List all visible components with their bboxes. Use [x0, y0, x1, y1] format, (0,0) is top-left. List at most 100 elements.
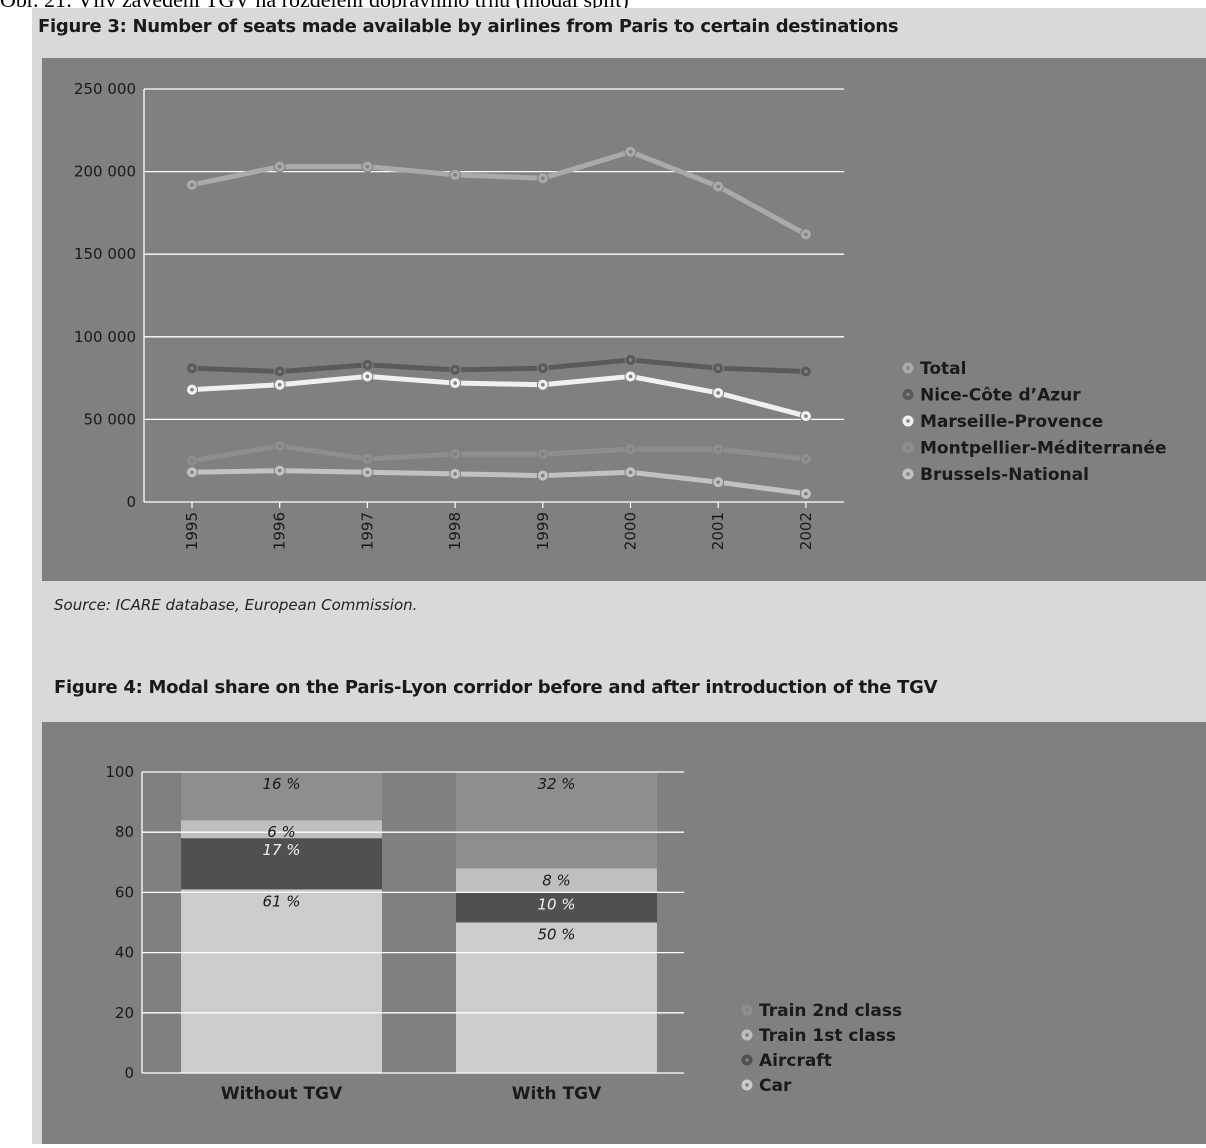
- y-tick-label: 100 000: [74, 328, 136, 346]
- data-point-center: [804, 491, 808, 496]
- legend-label-nice-cote-d-azur: Nice-Côte d’Azur: [920, 386, 1081, 406]
- data-point-center: [277, 382, 282, 387]
- legend-label-total: Total: [920, 359, 966, 379]
- x-tick-label: 1998: [446, 512, 464, 550]
- figure-3-title: Figure 3: Number of seats made available…: [38, 16, 899, 37]
- data-point-center: [190, 458, 194, 463]
- data-point-center: [541, 176, 545, 181]
- y-tick-label: 50 000: [84, 410, 137, 428]
- legend-marker-center: [906, 445, 910, 450]
- data-point-center: [277, 164, 282, 169]
- line-chart: 0 50 000 100 000 150 000 200 000 250 000 1995 1…: [74, 80, 1167, 550]
- legend-marker-center: [745, 1058, 749, 1062]
- legend-marker-center: [745, 1008, 749, 1012]
- legend-marker-center: [906, 392, 910, 397]
- series-line-brussels-national: [191, 468, 807, 497]
- figure-4-panel: 0 20 40 60 80 100 61 % 17 % 6 % 16 % Without TGV 50…: [42, 722, 1206, 1144]
- data-point-center: [365, 164, 370, 169]
- data-point-center: [190, 387, 194, 392]
- data-point-center: [716, 391, 720, 395]
- bar-segment-train-2nd-class: [181, 772, 382, 821]
- figures-sheet: Figure 3: Number of seats made available…: [32, 8, 1206, 1144]
- data-point-center: [453, 472, 457, 476]
- legend-marker-center: [745, 1083, 749, 1087]
- y-tick-label: 0: [126, 493, 136, 511]
- data-point-center: [277, 444, 282, 448]
- series-line-marseille-provence: [191, 373, 807, 419]
- bar-segment-train-2nd-class: [456, 772, 657, 869]
- data-point-center: [453, 368, 457, 372]
- data-point-center: [716, 184, 720, 189]
- bar-segment-train-1st-class: [181, 820, 382, 839]
- figure-3-panel: 0 50 000 100 000 150 000 200 000 250 000 1995 1…: [42, 58, 1206, 581]
- legend-marker-center: [906, 472, 910, 476]
- data-point-center: [453, 173, 457, 177]
- y-tick-label: 200 000: [74, 163, 136, 181]
- x-tick-label: 2001: [709, 512, 727, 550]
- y-tick-label: 0: [124, 1064, 134, 1082]
- series-line-nice-cote-d-azur: [191, 357, 806, 374]
- series-line-total: [191, 149, 808, 237]
- data-point-center: [541, 382, 545, 387]
- legend-label-marseille-provence: Marseille-Provence: [920, 412, 1103, 432]
- data-label: 10 %: [537, 895, 575, 913]
- series-line-montpellier-mediterranee: [191, 443, 807, 464]
- data-point-center: [190, 183, 194, 187]
- stacked-bar-chart: 0 20 40 60 80 100 61 % 17 %6 % 16 % Without TGV 50…: [105, 763, 902, 1104]
- bar-segment-aircraft: [456, 892, 657, 923]
- data-point-center: [277, 468, 282, 473]
- legend-label-train-2nd-class: Train 2nd class: [759, 1001, 902, 1021]
- legend-label-brussels-national: Brussels-National: [920, 465, 1089, 485]
- data-point-center: [804, 369, 808, 374]
- legend-marker-center: [906, 419, 910, 423]
- data-point-center: [365, 470, 370, 475]
- legend-label-train-1st-class: Train 1st class: [759, 1026, 896, 1046]
- data-point-center: [628, 358, 633, 362]
- x-tick-label: 2000: [622, 512, 640, 550]
- x-tick-label: 1996: [271, 512, 289, 550]
- data-label: 50 %: [537, 926, 575, 944]
- data-label: 32 %: [537, 775, 575, 793]
- data-point-center: [190, 366, 194, 370]
- legend-label-aircraft: Aircraft: [759, 1051, 832, 1071]
- legend-label-montpellier-mediterranee: Montpellier-Méditerranée: [920, 439, 1166, 459]
- data-label: 16 %: [262, 775, 300, 793]
- x-tick-label: 1995: [183, 512, 201, 550]
- data-label: 8 %: [542, 871, 571, 889]
- bar-segment-aircraft: [181, 838, 382, 890]
- legend-marker-center: [906, 366, 910, 370]
- legend-label-car: Car: [759, 1076, 792, 1096]
- y-tick-label: 60: [115, 883, 134, 901]
- data-label: 61 %: [262, 892, 300, 910]
- x-tick-label: 2002: [797, 512, 815, 550]
- data-point-center: [190, 470, 194, 475]
- x-category-label: Without TGV: [221, 1084, 343, 1104]
- y-tick-label: 20: [115, 1004, 134, 1022]
- data-point-center: [365, 363, 370, 367]
- y-tick-label: 80: [115, 823, 134, 841]
- figure-4-title: Figure 4: Modal share on the Paris-Lyon …: [54, 677, 938, 698]
- data-point-center: [716, 480, 720, 484]
- bar-segment-train-1st-class: [456, 868, 657, 893]
- data-point-center: [804, 414, 808, 418]
- data-point-center: [365, 374, 370, 379]
- data-label: 6 %: [267, 823, 296, 841]
- data-point-center: [453, 381, 457, 385]
- data-label: 17 %: [262, 841, 300, 859]
- y-tick-label: 40: [115, 944, 134, 962]
- data-point-center: [804, 232, 808, 237]
- y-tick-label: 250 000: [74, 80, 136, 98]
- data-point-center: [716, 447, 720, 451]
- data-point-center: [453, 452, 457, 456]
- y-tick-label: 150 000: [74, 245, 136, 263]
- data-point-center: [804, 457, 808, 461]
- data-point-center: [541, 473, 545, 478]
- bar-segment-car: [456, 922, 657, 1073]
- data-point-center: [365, 457, 370, 461]
- legend-marker-center: [745, 1033, 749, 1037]
- data-point-center: [716, 366, 720, 370]
- y-tick-label: 100: [105, 763, 134, 781]
- x-tick-label: 1999: [534, 512, 552, 550]
- data-point-center: [541, 366, 545, 370]
- data-point-center: [541, 452, 545, 456]
